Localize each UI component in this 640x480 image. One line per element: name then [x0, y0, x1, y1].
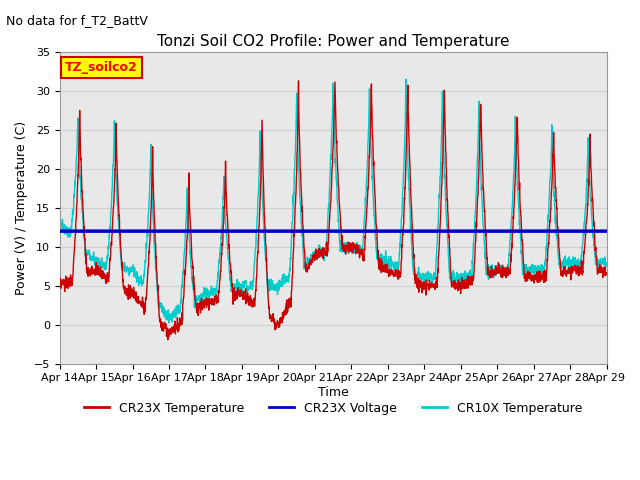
Y-axis label: Power (V) / Temperature (C): Power (V) / Temperature (C) [15, 120, 28, 295]
X-axis label: Time: Time [317, 386, 348, 399]
Title: Tonzi Soil CO2 Profile: Power and Temperature: Tonzi Soil CO2 Profile: Power and Temper… [157, 34, 509, 49]
Legend: CR23X Temperature, CR23X Voltage, CR10X Temperature: CR23X Temperature, CR23X Voltage, CR10X … [79, 397, 588, 420]
Text: TZ_soilco2: TZ_soilco2 [65, 61, 138, 74]
Text: No data for f_T2_BattV: No data for f_T2_BattV [6, 14, 148, 27]
